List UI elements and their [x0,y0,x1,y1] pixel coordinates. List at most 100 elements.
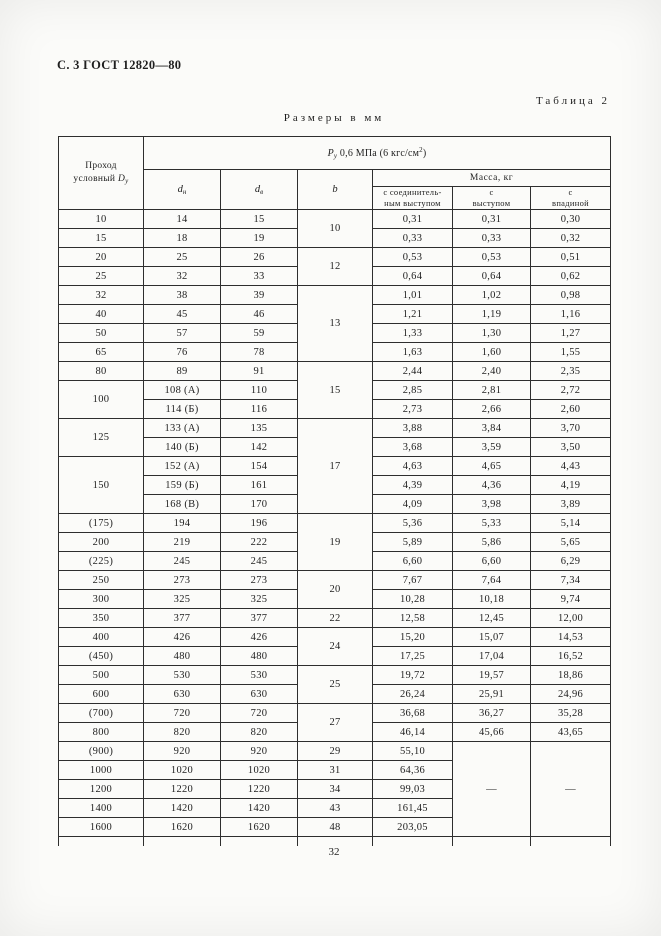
cell-m2: 4,36 [452,475,531,496]
cell-dn: 76 [143,342,221,363]
cell-m3: 0,30 [529,209,612,230]
cell-b: 27 [297,703,373,743]
table-row: 40 45 46 1,21 1,19 1,16 [58,304,612,325]
symbol-D-sub: у [125,176,129,185]
cell-b: 22 [297,608,373,629]
cell-dv: 377 [220,608,298,629]
cell-dy: 125 [58,418,144,458]
cell-dy: 50 [58,323,144,344]
pressure-value: 0,6 МПа (6 кгс/см [337,148,420,159]
symbol-dv: d [254,183,261,195]
table-row: 100 108 (А) 110 2,85 2,81 2,72 [58,380,612,420]
cell-b: 25 [297,665,373,705]
cell-dv: 15 [220,209,298,230]
cell-dv: 245 [220,551,298,572]
cell-m1: 0,64 [372,266,453,287]
cell-m2: 1,02 [452,285,531,306]
cell-dn: 1420 [143,798,221,819]
cell-dn: 140 (Б) [143,437,221,458]
cell-m2: 0,33 [452,228,531,249]
table-bottom-stub-cell [297,836,373,846]
cell-m3: 24,96 [529,684,612,705]
cell-m1: 161,45 [372,798,453,819]
cell-dn: 1220 [143,779,221,800]
cell-dn: 108 (А) [143,380,221,401]
cell-dn: 159 (Б) [143,475,221,496]
cell-m3: 0,51 [529,247,612,268]
cell-dn: 18 [143,228,221,249]
cell-m1: 2,73 [372,399,453,420]
cell-m2: 5,33 [452,513,531,534]
cell-dn: 273 [143,570,221,591]
cell-dy: 15 [58,228,144,249]
cell-dy: 100 [58,380,144,420]
cell-m3: 6,29 [529,551,612,572]
cell-dv: 920 [220,741,298,762]
cell-dn: 25 [143,247,221,268]
table-bottom-stub-cell [372,836,453,846]
cell-m1: 2,85 [372,380,453,401]
nominal-bore-line1: Проход [85,160,117,171]
table-row: 20 25 26 12 0,53 0,53 0,51 [58,247,612,287]
cell-dv: 630 [220,684,298,705]
cell-dv: 33 [220,266,298,287]
cell-m3: — [529,741,612,838]
symbol-dn-sub: н [182,187,187,196]
table-row: 500 530 530 25 19,72 19,57 18,86 [58,665,612,705]
cell-dv: 530 [220,665,298,686]
table-row: 250 273 273 20 7,67 7,64 7,34 [58,570,612,610]
cell-dn: 325 [143,589,221,610]
cell-dv: 142 [220,437,298,458]
cell-m2: 3,84 [452,418,531,439]
table-row: 125 133 (А) 135 17 3,88 3,84 3,70 [58,418,612,515]
cell-dn: 38 [143,285,221,306]
cell-dy: 400 [58,627,144,648]
pressure-sup: 2 [419,146,423,154]
cell-dv: 480 [220,646,298,667]
table-row: 159 (Б) 161 4,39 4,36 4,19 [59,475,612,496]
cell-m3: 12,00 [529,608,612,629]
cell-b: 20 [297,570,373,610]
cell-dy: 1200 [58,779,144,800]
symbol-P-sub: у [333,152,338,160]
cell-m1: 5,89 [372,532,453,553]
cell-dv: 59 [220,323,298,344]
cell-dn: 14 [143,209,221,230]
cell-m3: 1,27 [529,323,612,344]
header-mass-protrusion: с выступом [452,185,531,211]
cell-m2: 0,64 [452,266,531,287]
table-row: 1200 1220 1220 34 99,03 [58,779,611,800]
cell-dy: 65 [58,342,144,363]
symbol-dn: d [177,183,183,195]
symbol-b: b [332,184,338,196]
cell-m2: 1,60 [452,342,531,363]
cell-m2: 7,64 [452,570,531,591]
cell-dy: 1600 [58,817,144,838]
cell-b: 43 [297,798,373,819]
table-bottom-stub-cell [220,836,298,846]
table-row: (700) 720 720 27 36,68 36,27 35,28 [58,703,612,743]
cell-dy: 32 [58,285,144,306]
cell-m1: 99,03 [372,779,453,800]
cell-dy: (175) [58,513,144,534]
cell-dn: 245 [143,551,221,572]
cell-m3: 9,74 [529,589,612,610]
cell-m1: 55,10 [372,741,453,762]
cell-m2: 4,65 [452,456,531,477]
cell-dv: 196 [220,513,298,534]
table-bottom-stub [58,836,612,846]
cell-m1: 3,68 [372,437,453,458]
symbol-P: P [327,148,334,159]
cell-dv: 110 [220,380,298,401]
table-caption: Таблица 2 [535,95,610,107]
table-row: (175) 194 196 19 5,36 5,33 5,14 [58,513,612,572]
header-nominal-bore: Проход условный Dу [58,135,144,211]
table-row: (450) 480 480 17,25 17,04 16,52 [58,646,612,667]
symbol-dv-sub: в [260,187,264,196]
cell-m2: 0,53 [452,247,531,268]
table-bottom-stub-cell [529,836,612,846]
cell-m1: 2,44 [372,361,453,382]
cell-m3: 16,52 [529,646,612,667]
cell-dy: 40 [58,304,144,325]
cell-m1: 6,60 [372,551,453,572]
